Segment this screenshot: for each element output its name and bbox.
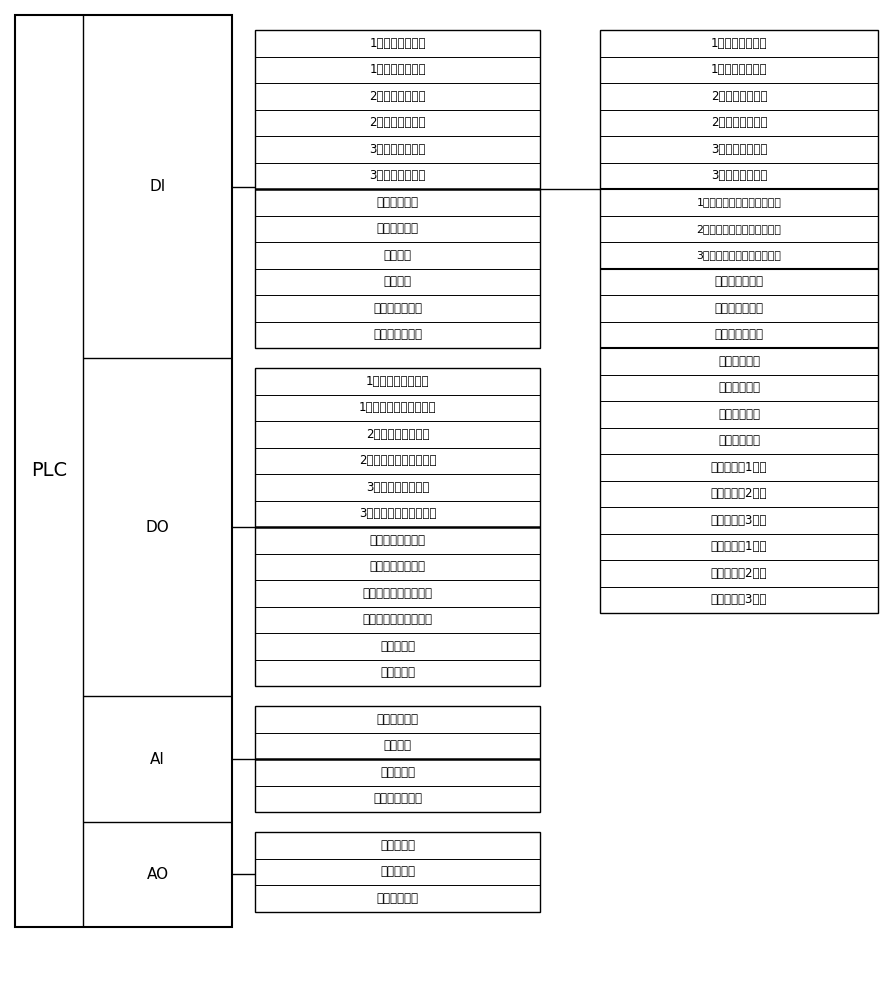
Text: 回油过滤器3堵塞: 回油过滤器3堵塞: [710, 593, 766, 606]
Text: 1号主泵电机运行: 1号主泵电机运行: [710, 37, 766, 50]
Text: 3号主泵电机运行: 3号主泵电机运行: [710, 143, 766, 156]
Text: 手动控制: 手动控制: [383, 275, 411, 288]
Text: 软启动器停止: 软启动器停止: [376, 222, 418, 235]
Text: 2号主泵电机软启接触器运行: 2号主泵电机软启接触器运行: [696, 224, 781, 234]
Text: 3号主泵接触器闭合: 3号主泵接触器闭合: [365, 481, 429, 494]
Text: DI: DI: [149, 179, 166, 194]
Text: 3号主泵电机过载: 3号主泵电机过载: [710, 169, 766, 182]
Text: 2号主泵接触器闭合: 2号主泵接触器闭合: [365, 428, 429, 441]
Text: 软启动故障信号: 软启动故障信号: [714, 328, 763, 341]
Text: 补油泵电机停止: 补油泵电机停止: [373, 328, 422, 341]
Text: 液压站温度高: 液压站温度高: [717, 355, 759, 368]
Text: 软启动器发出停止信号: 软启动器发出停止信号: [362, 613, 432, 626]
Text: 蓄能器压力信号: 蓄能器压力信号: [373, 792, 422, 805]
Text: 溢流阀输出: 溢流阀输出: [379, 839, 415, 852]
Text: 补油泵电机过载: 补油泵电机过载: [714, 302, 763, 315]
Text: 2号主泵电机启动: 2号主泵电机启动: [369, 90, 425, 103]
Text: 3号主泵旁路接触器闭合: 3号主泵旁路接触器闭合: [359, 507, 436, 520]
Text: 补油泵电机运行: 补油泵电机运行: [714, 275, 763, 288]
Text: 3号主泵电机停止: 3号主泵电机停止: [369, 169, 425, 182]
Bar: [254, 706, 540, 812]
Text: 液压站液位低: 液压站液位低: [717, 434, 759, 447]
Text: 1号主泵旁路接触器闭合: 1号主泵旁路接触器闭合: [358, 401, 436, 414]
Text: 总换向阀输出: 总换向阀输出: [376, 892, 418, 905]
Text: 卸荷阀输出: 卸荷阀输出: [379, 865, 415, 878]
Text: 2号主泵电机过载: 2号主泵电机过载: [710, 116, 766, 129]
Text: 系统压力信号: 系统压力信号: [376, 713, 418, 726]
Text: 2号主泵电机运行: 2号主泵电机运行: [710, 90, 766, 103]
Bar: [254, 832, 540, 912]
Bar: [15, 15, 232, 926]
Text: 2号主泵电机停止: 2号主泵电机停止: [369, 116, 425, 129]
Text: 液压站温度低: 液压站温度低: [717, 381, 759, 394]
Text: 1号主泵电机启动: 1号主泵电机启动: [369, 37, 425, 50]
Text: 补油泵接触器闭合: 补油泵接触器闭合: [369, 534, 425, 547]
Text: 2号主泵旁路接触器闭合: 2号主泵旁路接触器闭合: [358, 454, 436, 467]
Text: 加热器启动: 加热器启动: [379, 640, 415, 653]
Text: 高压过滤器2堵塞: 高压过滤器2堵塞: [710, 487, 766, 500]
Text: 软启动器输出启动信号: 软启动器输出启动信号: [362, 587, 432, 600]
Text: 1号主泵接触器闭合: 1号主泵接触器闭合: [365, 375, 429, 388]
Text: 自动控制: 自动控制: [383, 249, 411, 262]
Bar: [599, 30, 877, 613]
Text: 软启动器启动: 软启动器启动: [376, 196, 418, 209]
Text: 油液位信号: 油液位信号: [379, 766, 415, 779]
Text: 1号主泵电机软启接触器运行: 1号主泵电机软启接触器运行: [696, 197, 781, 207]
Text: AO: AO: [146, 867, 168, 882]
Text: 冷却器启动: 冷却器启动: [379, 666, 415, 679]
Text: 1号主泵电机停止: 1号主泵电机停止: [369, 63, 425, 76]
Text: DO: DO: [145, 520, 169, 534]
Text: PLC: PLC: [31, 461, 67, 480]
Text: 1号主泵电机过载: 1号主泵电机过载: [710, 63, 766, 76]
Text: 高压过滤器3堵塞: 高压过滤器3堵塞: [710, 514, 766, 527]
Text: 补油泵电机启动: 补油泵电机启动: [373, 302, 422, 315]
Bar: [254, 30, 540, 348]
Text: 加热器接触器闭合: 加热器接触器闭合: [369, 560, 425, 573]
Text: 回油过滤器1堵塞: 回油过滤器1堵塞: [710, 540, 766, 553]
Text: 液压站液位高: 液压站液位高: [717, 408, 759, 421]
Text: 回油过滤器2堵塞: 回油过滤器2堵塞: [710, 567, 766, 580]
Bar: [254, 368, 540, 686]
Text: 3号主泵电机软启接触器运行: 3号主泵电机软启接触器运行: [696, 250, 781, 260]
Text: AI: AI: [150, 752, 165, 766]
Text: 油温信号: 油温信号: [383, 739, 411, 752]
Text: 3号主泵电机启动: 3号主泵电机启动: [369, 143, 425, 156]
Text: 高压过滤器1堵塞: 高压过滤器1堵塞: [710, 461, 766, 474]
